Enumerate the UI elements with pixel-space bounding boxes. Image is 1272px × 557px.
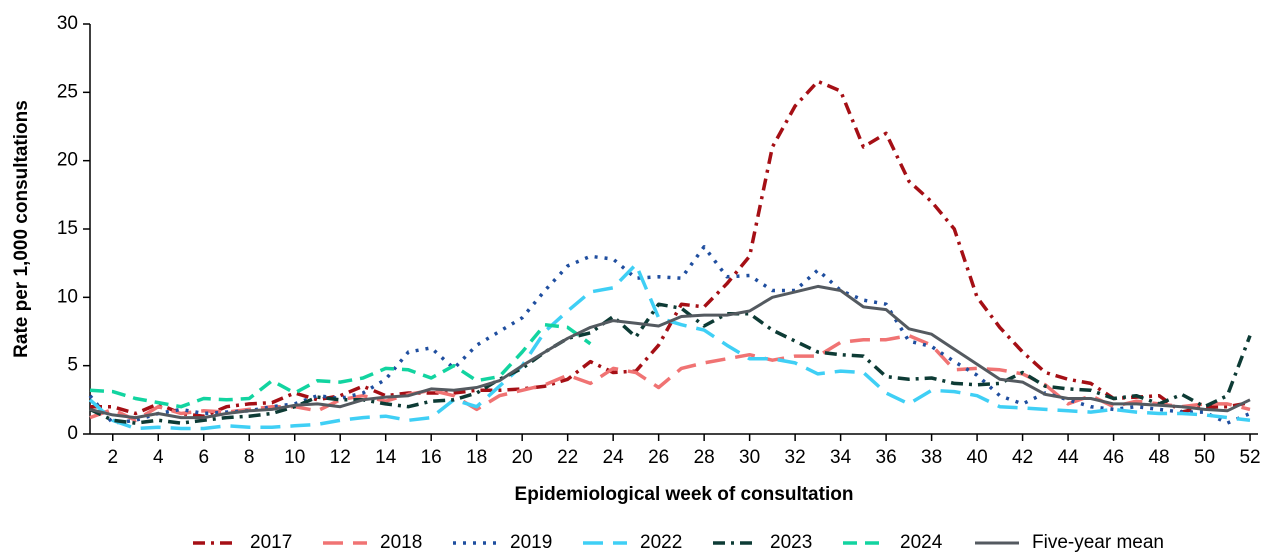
- y-axis-title: Rate per 1,000 consultations: [11, 100, 32, 358]
- y-tick-label: 5: [67, 355, 78, 376]
- legend-label: 2023: [770, 532, 812, 553]
- x-tick-label: 52: [1239, 447, 1260, 468]
- x-tick-label: 14: [375, 447, 397, 468]
- x-axis-title: Epidemiological week of consultation: [515, 484, 854, 505]
- series-line: [89, 322, 592, 409]
- y-tick-label: 30: [57, 13, 78, 34]
- x-tick-label: 4: [153, 447, 164, 468]
- legend-label: Five-year mean: [1032, 532, 1164, 553]
- y-tick-label: 15: [57, 218, 78, 239]
- legend-label: 2018: [380, 532, 422, 553]
- series-line: [89, 284, 1251, 420]
- x-tick-label: 22: [557, 447, 578, 468]
- y-tick-label: 20: [57, 150, 78, 171]
- x-tick-label: 48: [1148, 447, 1169, 468]
- series-line: [88, 245, 1251, 425]
- series-line: [89, 302, 1252, 425]
- legend-label: 2017: [250, 532, 292, 553]
- x-tick-label: 6: [198, 447, 209, 468]
- x-tick-label: 50: [1194, 447, 1215, 468]
- x-tick-label: 8: [244, 447, 255, 468]
- x-tick-label: 24: [603, 447, 625, 468]
- x-tick-label: 40: [967, 447, 988, 468]
- x-tick-label: 10: [284, 447, 305, 468]
- x-tick-label: 46: [1103, 447, 1124, 468]
- x-tick-label: 36: [876, 447, 897, 468]
- x-tick-label: 28: [694, 447, 715, 468]
- x-tick-label: 38: [921, 447, 942, 468]
- x-tick-label: 32: [785, 447, 806, 468]
- x-tick-label: 16: [421, 447, 442, 468]
- y-tick-label: 10: [57, 286, 78, 307]
- x-tick-label: 44: [1058, 447, 1080, 468]
- x-tick-label: 42: [1012, 447, 1033, 468]
- legend-label: 2022: [640, 532, 682, 553]
- series-line: [90, 79, 1251, 418]
- legend-label: 2024: [900, 532, 943, 553]
- series-line: [89, 333, 1251, 423]
- legend-label: 2019: [510, 532, 552, 553]
- x-tick-label: 34: [830, 447, 852, 468]
- y-tick-label: 0: [67, 423, 78, 444]
- x-tick-label: 26: [648, 447, 669, 468]
- x-tick-label: 12: [330, 447, 351, 468]
- x-tick-label: 18: [466, 447, 487, 468]
- x-tick-label: 20: [512, 447, 533, 468]
- x-tick-label: 2: [107, 447, 118, 468]
- x-tick-label: 30: [739, 447, 760, 468]
- y-tick-label: 25: [57, 81, 78, 102]
